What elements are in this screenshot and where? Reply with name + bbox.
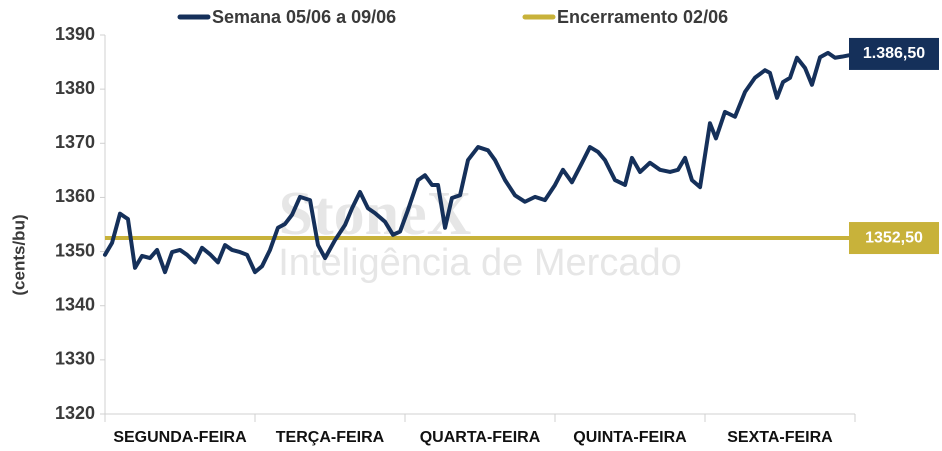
series-line bbox=[103, 50, 857, 275]
legend-label: Encerramento 02/06 bbox=[557, 7, 728, 27]
end-label: 1.386,50 bbox=[863, 45, 925, 62]
reference-label: 1352,50 bbox=[865, 229, 923, 246]
y-tick-label: 1360 bbox=[55, 186, 95, 206]
watermark: Inteligência de Mercado bbox=[278, 242, 681, 284]
x-tick-label: SEXTA-FEIRA bbox=[727, 429, 833, 446]
x-tick-label: QUARTA-FEIRA bbox=[420, 429, 541, 446]
x-tick-label: SEGUNDA-FEIRA bbox=[113, 429, 247, 446]
y-tick-label: 1370 bbox=[55, 132, 95, 152]
x-tick-label: QUINTA-FEIRA bbox=[573, 429, 687, 446]
y-tick-label: 1350 bbox=[55, 240, 95, 260]
y-tick-label: 1330 bbox=[55, 349, 95, 369]
y-tick-label: 1320 bbox=[55, 403, 95, 423]
x-tick-label: TERÇA-FEIRA bbox=[276, 429, 385, 446]
y-tick-label: 1340 bbox=[55, 294, 95, 314]
reference-label-box bbox=[849, 222, 939, 255]
y-axis-label: (cents/bu) bbox=[9, 214, 28, 295]
end-label-box bbox=[849, 37, 939, 70]
legend-label: Semana 05/06 a 09/06 bbox=[212, 7, 396, 27]
y-tick-label: 1390 bbox=[55, 24, 95, 44]
y-tick-label: 1380 bbox=[55, 78, 95, 98]
